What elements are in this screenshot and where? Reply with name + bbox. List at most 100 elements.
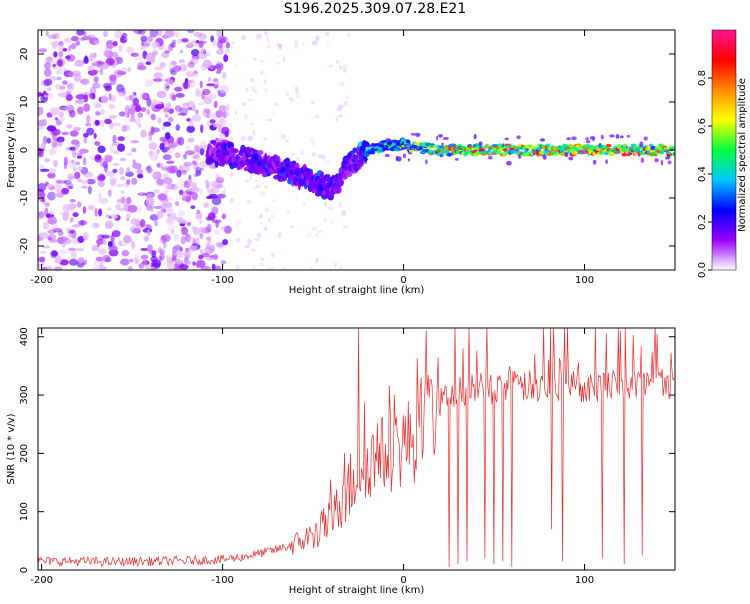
noise-blob [200, 48, 206, 55]
noise-blob [222, 190, 226, 195]
noise-blob [199, 148, 205, 156]
noise-blob [222, 44, 226, 48]
noise-blob [167, 225, 177, 231]
noise-blob [258, 214, 263, 219]
ridge-halo [414, 132, 421, 137]
noise-blob [140, 129, 147, 138]
colorbar-tick-label: 0.8 [697, 70, 708, 86]
noise-blob [97, 61, 105, 65]
noise-blob [44, 158, 50, 163]
noise-blob [174, 86, 183, 92]
noise-blob [295, 156, 301, 162]
noise-blob [336, 107, 343, 112]
noise-blob [168, 79, 174, 85]
noise-blob [122, 235, 132, 244]
noise-blob [154, 66, 163, 71]
x-tick-label: -100 [211, 575, 234, 586]
noise-blob [222, 239, 229, 246]
noise-blob [146, 165, 152, 174]
noise-blob [150, 113, 156, 121]
noise-blob [217, 243, 224, 249]
ridge-halo [410, 132, 416, 136]
noise-blob [122, 32, 128, 39]
noise-blob [207, 77, 212, 82]
noise-blob [151, 250, 157, 258]
noise-blob [220, 37, 226, 44]
noise-blob [203, 202, 210, 208]
noise-blob [112, 163, 120, 166]
noise-blob [80, 78, 90, 85]
ridge-mark [266, 155, 271, 163]
noise-blob [108, 114, 118, 119]
noise-blob [62, 48, 68, 52]
noise-blob [267, 118, 272, 122]
noise-blob [195, 211, 203, 220]
noise-blob [260, 258, 265, 261]
noise-blob [147, 244, 153, 252]
chart-title: S196.2025.309.07.28.E21 [283, 1, 467, 17]
noise-blob [51, 141, 56, 150]
noise-blob [144, 223, 150, 230]
noise-blob [59, 111, 64, 118]
noise-blob [104, 118, 112, 125]
noise-blob [229, 136, 233, 141]
noise-blob [322, 218, 328, 223]
noise-blob [48, 226, 57, 231]
ridge-mark [335, 185, 342, 194]
noise-blob [47, 87, 52, 92]
noise-blob [82, 231, 89, 241]
noise-blob [77, 235, 85, 244]
ridge-mark [460, 145, 467, 150]
noise-blob [166, 85, 170, 89]
noise-blob [132, 162, 142, 170]
noise-blob [156, 90, 167, 99]
noise-blob [111, 214, 118, 219]
ridge-mark [253, 153, 261, 162]
noise-blob [83, 171, 94, 178]
noise-blob [164, 30, 175, 38]
x-tick-label: -200 [30, 575, 53, 586]
noise-blob [207, 212, 216, 221]
noise-blob [174, 152, 181, 159]
noise-blob [120, 258, 130, 266]
noise-blob [204, 51, 211, 57]
noise-blob [189, 118, 194, 127]
noise-blob [250, 122, 254, 125]
noise-blob [185, 80, 194, 83]
noise-blob [42, 266, 47, 270]
ridge-halo [571, 136, 577, 141]
noise-blob [159, 136, 168, 142]
noise-blob [124, 112, 128, 122]
noise-blob [253, 186, 258, 190]
noise-blob [212, 80, 220, 85]
noise-blob [81, 185, 88, 189]
noise-blob [235, 110, 238, 115]
noise-blob [176, 251, 184, 258]
noise-blob [156, 178, 165, 186]
noise-blob [42, 118, 47, 127]
noise-blob [205, 180, 210, 190]
noise-blob [51, 41, 60, 47]
noise-blob [56, 76, 62, 81]
noise-blob [113, 150, 120, 155]
noise-blob [73, 145, 79, 151]
noise-blob [127, 67, 132, 72]
noise-blob [63, 156, 68, 166]
snr-axes: -200 -100 0 100 0 100 200 300 400 Height of strai… [6, 327, 676, 596]
noise-blob [46, 137, 52, 144]
ridge-mark [339, 178, 344, 187]
noise-blob [161, 166, 170, 171]
noise-blob [85, 122, 92, 127]
noise-blob [68, 71, 74, 78]
noise-blob [121, 249, 130, 257]
noise-blob [186, 260, 192, 265]
noise-blob [156, 149, 160, 155]
noise-blob [185, 145, 191, 150]
noise-blob [69, 130, 79, 137]
noise-blob [209, 119, 216, 124]
noise-blob [112, 134, 117, 144]
noise-blob [335, 59, 340, 65]
noise-blob [142, 258, 148, 268]
